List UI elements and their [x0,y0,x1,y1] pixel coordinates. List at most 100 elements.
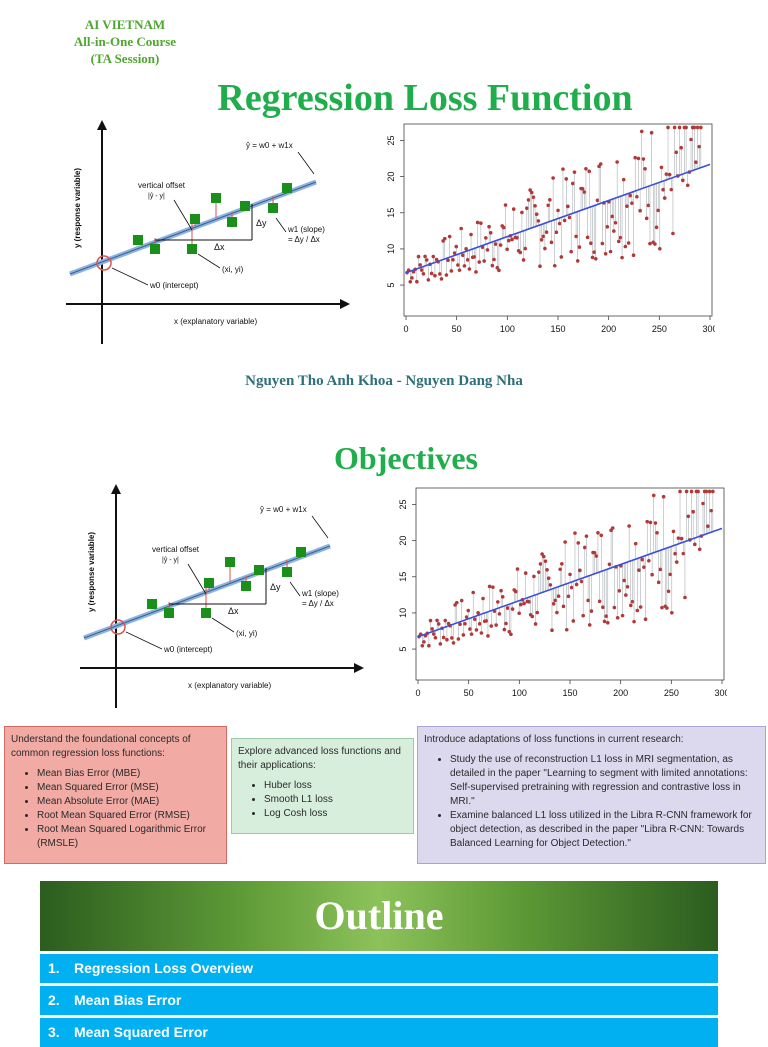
data-point [594,554,599,558]
outline-item-mean-squared-error[interactable]: 3. Mean Squared Error [40,1018,718,1047]
intercept-marker [110,619,126,635]
y-axis-arrow-icon [97,120,107,130]
data-point [536,219,541,223]
data-point [530,614,535,619]
data-point [636,156,641,161]
data-point [658,567,663,572]
vertical-offset-pointer [173,199,193,231]
data-point [456,263,460,267]
data-point [668,572,672,577]
y-tick-label: 20 [386,172,396,182]
data-point [620,255,624,260]
data-point [548,583,553,587]
x-axis-arrow-icon [340,299,350,309]
data-point [613,220,618,225]
data-point [204,578,214,588]
data-point [584,534,589,538]
data-point [433,635,438,640]
data-point [538,562,543,566]
data-point [510,237,514,242]
y-tick-label: 5 [386,283,396,288]
outline-item-regression-loss-overview[interactable]: 1. Regression Loss Overview [40,954,718,983]
data-point [669,187,674,192]
x-tick-label: 200 [601,324,616,334]
delta-x-label: Δx [228,606,239,616]
y-tick-label: 10 [398,608,408,618]
data-point [704,489,709,494]
data-point [707,489,712,494]
point-pointer [211,617,235,633]
data-point [605,225,610,229]
data-point [486,634,490,638]
data-point [711,489,715,494]
data-point [500,594,505,599]
data-point [537,570,541,574]
outline-item-number: 2. [48,992,60,1008]
data-point [590,255,595,260]
data-point [241,581,251,591]
scatter-points-group [405,125,703,284]
data-point [430,627,434,631]
data-point [282,567,292,577]
data-point [467,267,472,271]
delta-x-label: Δx [214,242,225,252]
x-tick-label: 0 [403,324,408,334]
data-point [427,643,431,648]
data-point [681,551,686,556]
data-point [560,562,564,566]
data-point [529,190,534,195]
data-point [635,194,639,199]
data-point [648,241,652,246]
data-point [566,594,571,599]
data-point [438,642,443,646]
data-point [598,162,603,166]
data-point [593,256,598,261]
data-point [660,605,664,610]
data-point [493,242,498,246]
intercept-marker [96,255,112,271]
data-point [605,620,610,625]
data-point [225,557,235,567]
data-point [623,244,628,249]
data-point [436,622,441,626]
diagram-background [62,118,352,350]
x-tick-label: 300 [714,688,727,698]
data-point [569,249,573,254]
data-point [489,624,494,628]
list-item: Root Mean Squared Error (RMSE) [37,809,220,823]
vertical-offset-label: vertical offset [138,181,186,190]
data-point [532,574,536,579]
regression-diagram: Δx Δy ŷ = w0 + w1x vertical offset |ŷ - y| w1… [62,118,352,350]
data-point [706,524,710,529]
data-point [464,247,468,251]
x-axis-label: x (explanatory variable) [188,681,271,690]
data-point [449,269,454,273]
data-point [638,208,642,213]
data-point [442,236,447,241]
data-point [571,619,576,623]
data-point [546,203,550,208]
slope-formula: = Δy / Δx [288,235,320,244]
data-point [627,524,631,528]
data-point [587,623,592,627]
data-point [608,249,613,254]
data-point [533,204,537,208]
x-tick-label: 100 [500,324,515,334]
data-point [447,234,452,239]
data-point [450,636,454,640]
data-point [438,272,442,276]
data-point [426,278,431,282]
data-point [550,628,554,633]
data-point [616,239,621,244]
outline-item-mean-bias-error[interactable]: 2. Mean Bias Error [40,986,718,1015]
vertical-offset-formula: |ŷ - y| [162,557,179,564]
data-point [423,254,427,259]
data-point [541,554,546,559]
intercept-pointer [125,631,163,650]
data-point [461,633,466,637]
data-point [610,214,615,219]
data-point [133,235,143,245]
data-point [504,621,508,626]
data-point [457,268,462,272]
data-point [602,619,607,624]
